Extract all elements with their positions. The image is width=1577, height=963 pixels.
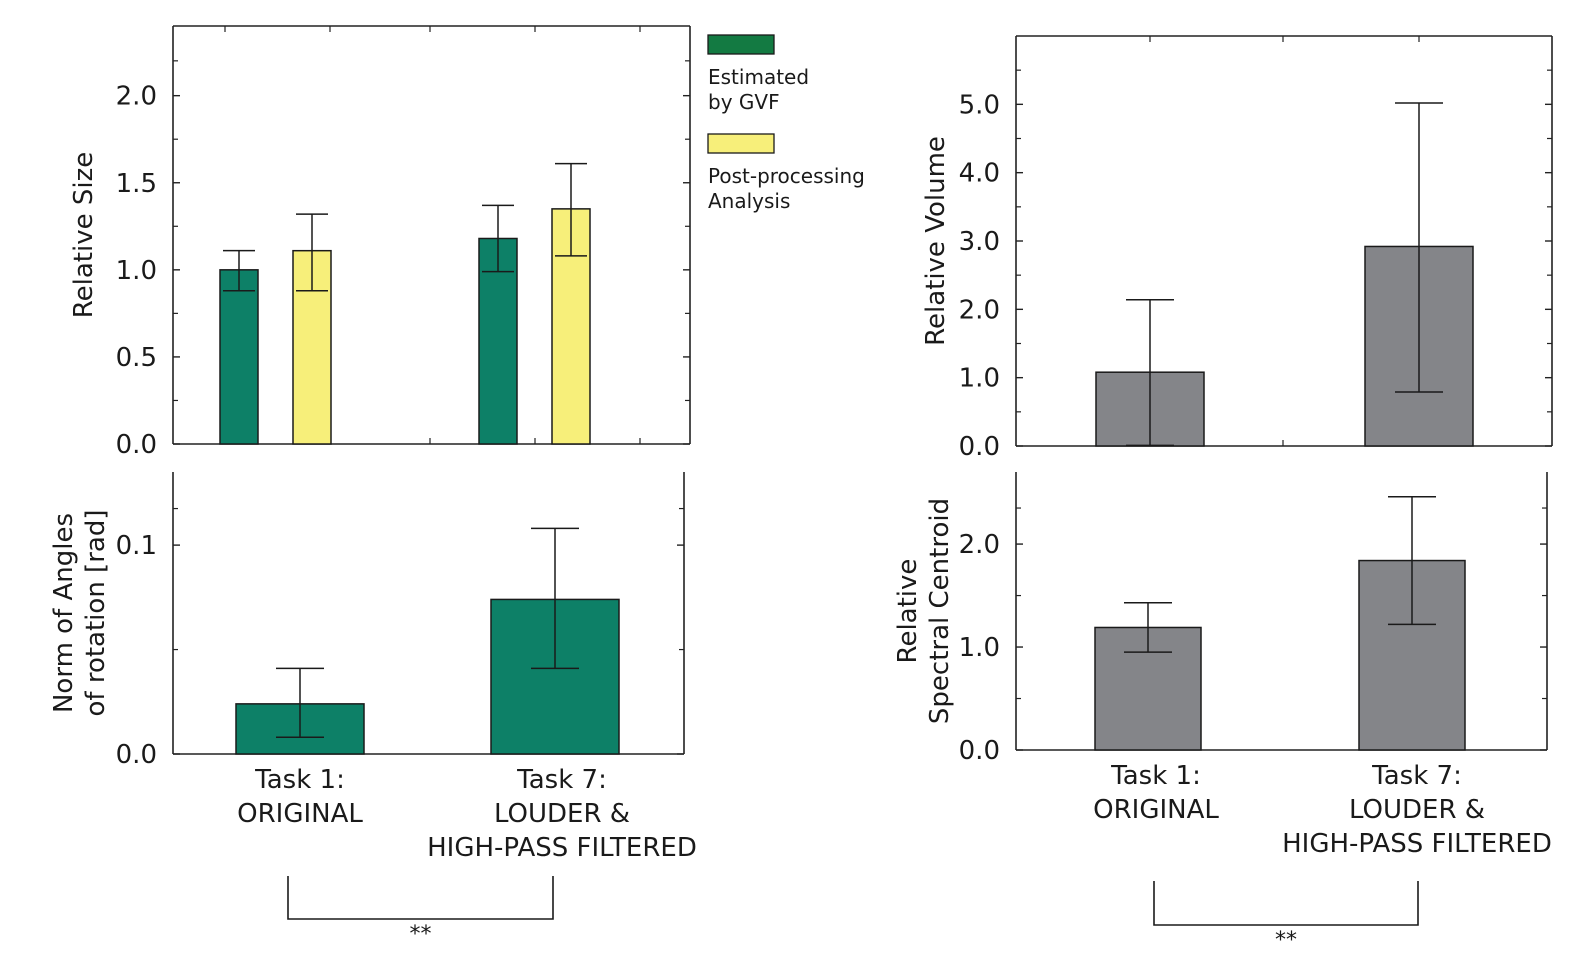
significance-bracket-right: **	[1153, 881, 1419, 953]
y-axis-label-line: Spectral Centroid	[925, 498, 955, 724]
rotation-norm-panel: 0.0 0.1 Norm of Angles of rotation [rad] Tas…	[49, 472, 697, 863]
y-tick-label: 0.0	[116, 740, 157, 770]
y-axis-label: Relative Volume	[921, 136, 951, 346]
bar	[219, 269, 259, 445]
y-tick-label: 4.0	[959, 159, 1000, 189]
bar	[478, 237, 518, 445]
legend-swatch	[707, 133, 775, 154]
significance-bracket-left: **	[287, 876, 554, 947]
y-tick-label: 3.0	[959, 227, 1000, 257]
x-category-label: Task 7:	[516, 765, 607, 795]
y-tick-label: 1.0	[959, 364, 1000, 394]
x-category-label: ORIGINAL	[237, 799, 363, 829]
significance-marker: **	[1275, 928, 1297, 953]
y-tick-label: 1.0	[959, 633, 1000, 663]
legend-label: Analysis	[708, 189, 790, 213]
x-category-label: HIGH-PASS FILTERED	[427, 833, 697, 863]
y-tick-label: 0.0	[959, 432, 1000, 462]
x-category-label: Task 1:	[254, 765, 345, 795]
y-axis-label-line: of rotation [rad]	[81, 510, 111, 717]
legend-swatch	[707, 34, 775, 55]
y-tick-label: 0.0	[959, 736, 1000, 766]
x-category-label: Task 7:	[1371, 761, 1462, 791]
legend-label: Estimated	[708, 65, 809, 89]
y-tick-label: 5.0	[959, 90, 1000, 120]
spectral-centroid-panel: 0.0 1.0 2.0 Relative Spectral Centroid Task 1…	[893, 472, 1552, 859]
legend-label: Post-processing	[708, 164, 865, 188]
y-tick-label: 1.5	[116, 169, 157, 199]
y-tick-label: 0.5	[116, 343, 157, 373]
legend-label: by GVF	[708, 90, 780, 114]
y-tick-label: 1.0	[116, 256, 157, 286]
x-category-label: HIGH-PASS FILTERED	[1282, 829, 1552, 859]
relative-volume-panel: 0.0 1.0 2.0 3.0 4.0 5.0 Relative Volume	[921, 35, 1553, 462]
y-axis-label-line: Relative	[893, 559, 923, 664]
y-tick-label: 0.0	[116, 430, 157, 460]
significance-bracket	[1153, 881, 1419, 926]
relative-size-panel: 0.0 0.5 1.0 1.5 2.0 Relative Size	[69, 25, 691, 460]
x-category-label: Task 1:	[1110, 761, 1201, 791]
x-category-label: LOUDER &	[1349, 795, 1485, 825]
y-tick-label: 0.1	[116, 531, 157, 561]
significance-marker: **	[410, 922, 432, 947]
y-tick-label: 2.0	[116, 82, 157, 112]
y-axis-label-line: Norm of Angles	[49, 513, 79, 713]
significance-bracket	[287, 876, 554, 920]
x-category-label: LOUDER &	[494, 799, 630, 829]
y-tick-label: 2.0	[959, 530, 1000, 560]
x-category-label: ORIGINAL	[1093, 795, 1219, 825]
y-tick-label: 2.0	[959, 295, 1000, 325]
y-axis-label: Relative Size	[69, 152, 99, 319]
